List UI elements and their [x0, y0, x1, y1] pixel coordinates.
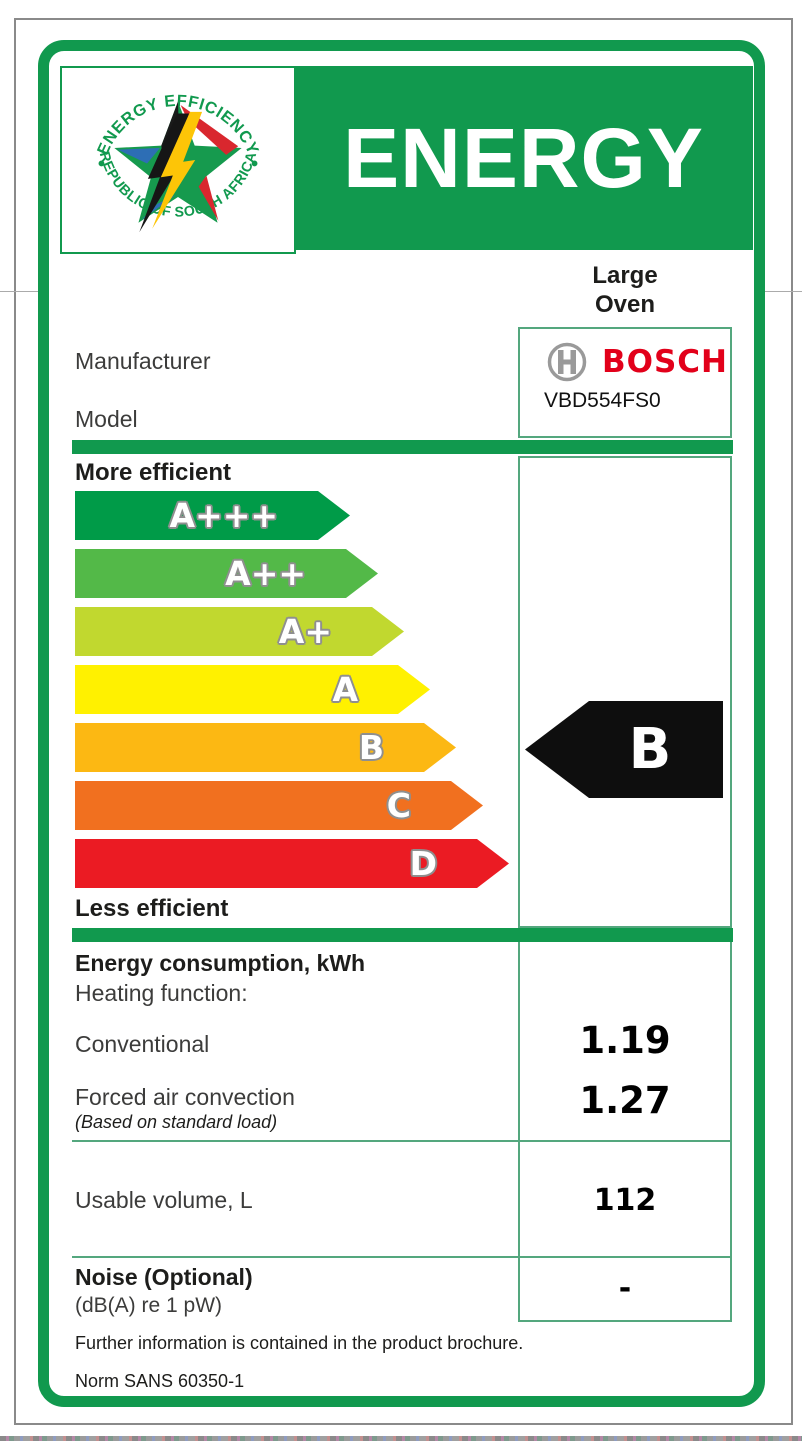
grade-letter: A+	[278, 612, 332, 651]
energy-consumption-heading: Energy consumption, kWh	[75, 950, 366, 976]
grade-letter: A+++	[169, 496, 278, 535]
more-efficient-caption: More efficient	[75, 459, 232, 486]
bottom-noise-strip	[0, 1436, 802, 1441]
efficiency-arrow-c: C	[75, 781, 483, 830]
grade-letter: A++	[225, 554, 306, 593]
divider-bar-top	[72, 440, 733, 454]
model-value: VBD554FS0	[544, 389, 661, 412]
forced-air-note: (Based on standard load)	[75, 1112, 278, 1132]
table-horizontal-line-2	[72, 1256, 732, 1258]
forced-air-label: Forced air convection	[75, 1084, 295, 1110]
usable-volume-value: 112	[593, 1183, 657, 1218]
divider-bar-bottom	[72, 928, 733, 942]
less-efficient-caption: Less efficient	[75, 895, 229, 922]
efficiency-arrow-b: B	[75, 723, 456, 772]
efficiency-arrow-a: A	[75, 665, 430, 714]
usable-volume-label: Usable volume, L	[75, 1187, 253, 1213]
sa-energy-logo-box: ENERGY EFFICIENCY REPUBLIC OF SOUTH AFRI…	[60, 66, 296, 254]
grade-letter: A	[332, 670, 358, 709]
noise-value: -	[618, 1271, 632, 1306]
conventional-value: 1.19	[579, 1019, 671, 1062]
heating-function-label: Heating function:	[75, 980, 248, 1006]
bosch-symbol-icon	[547, 342, 587, 382]
noise-label: Noise (Optional)	[75, 1264, 253, 1290]
footer-norm-text: Norm SANS 60350-1	[75, 1371, 245, 1391]
footer-info-text: Further information is contained in the …	[75, 1333, 524, 1353]
photo-frame-border	[14, 18, 793, 1425]
category-line-2: Oven	[594, 291, 656, 318]
energy-title: ENERGY	[343, 110, 704, 205]
category-line-1: Large	[592, 262, 658, 289]
brand-name: BOSCH	[602, 344, 729, 380]
efficiency-arrow-a+: A+	[75, 607, 404, 656]
sa-energy-star-logo: ENERGY EFFICIENCY REPUBLIC OF SOUTH AFRI…	[94, 92, 261, 233]
forced-air-value: 1.27	[579, 1079, 671, 1122]
table-horizontal-line-1	[72, 1140, 732, 1142]
rating-letter: B	[628, 717, 672, 782]
appliance-category: Large Oven	[518, 261, 732, 319]
table-horizontal-line-3	[518, 1320, 732, 1322]
efficiency-scale: A+++ A++ A+ A B C D	[75, 491, 509, 897]
efficiency-arrow-a+++: A+++	[75, 491, 350, 540]
conventional-label: Conventional	[75, 1031, 210, 1057]
manufacturer-label: Manufacturer	[75, 348, 211, 374]
grade-letter: C	[386, 786, 411, 825]
table-vertical-line-right	[730, 942, 732, 1322]
noise-unit-label: (dB(A) re 1 pW)	[75, 1294, 223, 1317]
efficiency-arrow-a++: A++	[75, 549, 378, 598]
logo-separator-dot	[98, 160, 105, 167]
logo-separator-dot	[251, 160, 258, 167]
rating-column-box	[518, 456, 732, 928]
grade-letter: D	[409, 844, 437, 883]
model-label: Model	[75, 406, 138, 432]
table-vertical-line-left	[518, 942, 520, 1322]
efficiency-arrow-d: D	[75, 839, 509, 888]
logo-star	[114, 101, 242, 233]
brand-box: BOSCH VBD554FS0	[518, 327, 732, 438]
energy-header-band: ENERGY	[294, 66, 753, 250]
grade-letter: B	[358, 728, 384, 767]
